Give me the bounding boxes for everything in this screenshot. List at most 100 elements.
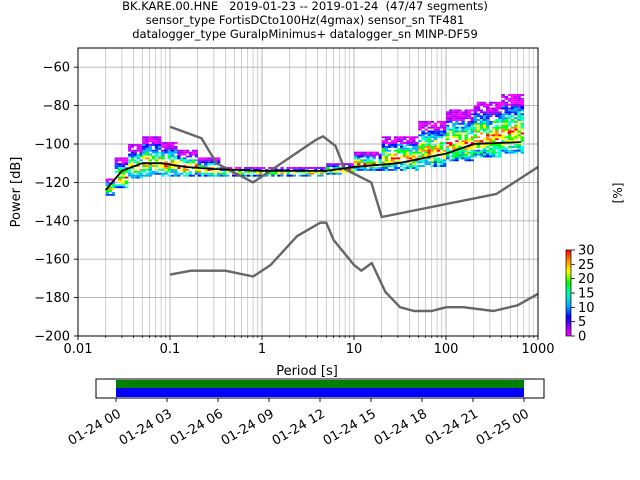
density-cell — [510, 136, 515, 139]
density-cell — [473, 115, 478, 118]
density-cell — [510, 115, 515, 118]
density-cell — [354, 155, 358, 158]
density-cell — [461, 130, 465, 133]
density-cell — [384, 145, 389, 148]
density-cell — [326, 163, 330, 166]
density-cell — [517, 147, 521, 150]
density-cell — [492, 140, 496, 143]
density-cell — [161, 151, 165, 154]
density-cell — [161, 155, 165, 158]
density-cell — [476, 105, 481, 108]
density-cell — [514, 99, 518, 102]
density-cell — [501, 101, 505, 104]
density-cell — [436, 149, 441, 152]
density-cell — [344, 163, 349, 166]
density-cell — [142, 151, 146, 154]
density-cell — [354, 167, 358, 169]
density-cell — [130, 163, 135, 166]
density-cell — [213, 167, 218, 169]
density-cell — [446, 113, 450, 116]
density-cell — [170, 170, 175, 173]
density-cell — [427, 134, 431, 137]
density-cell — [418, 165, 422, 168]
density-cell — [390, 168, 395, 171]
density-cell — [495, 132, 499, 135]
density-cell — [151, 144, 156, 146]
density-cell — [145, 144, 149, 146]
density-cell — [204, 172, 208, 175]
density-cell — [151, 142, 156, 144]
density-cell — [504, 109, 509, 112]
density-cell — [238, 167, 242, 169]
density-cell — [424, 136, 428, 139]
density-cell — [136, 149, 140, 152]
density-cell — [427, 149, 431, 152]
density-cell — [387, 159, 392, 162]
density-cell — [517, 124, 521, 127]
density-cell — [145, 145, 149, 148]
colorbar-tick-label: 15 — [578, 287, 595, 302]
density-cell — [495, 144, 499, 146]
density-cell — [458, 136, 462, 139]
density-cell — [136, 161, 140, 164]
density-cell — [117, 180, 122, 183]
density-cell — [400, 163, 404, 166]
density-cell — [136, 174, 140, 177]
density-cell — [360, 159, 364, 162]
density-cell — [223, 174, 227, 177]
density-cell — [507, 122, 512, 125]
density-cell — [461, 157, 465, 160]
density-cell — [467, 120, 471, 123]
density-cell — [121, 186, 125, 189]
density-cell — [369, 153, 373, 156]
density-cell — [479, 101, 484, 104]
density-cell — [121, 157, 125, 160]
density-cell — [470, 109, 474, 112]
density-cell — [495, 138, 499, 141]
density-cell — [455, 136, 459, 139]
density-cell — [507, 115, 512, 118]
density-cell — [517, 144, 521, 146]
density-cell — [194, 159, 198, 162]
density-cell — [504, 126, 509, 129]
density-cell — [409, 155, 413, 158]
y-tick-label: −100 — [34, 138, 70, 153]
density-cell — [170, 161, 175, 164]
density-cell — [436, 130, 441, 133]
density-cell — [455, 145, 459, 148]
density-cell — [170, 147, 175, 150]
density-cell — [216, 170, 221, 173]
density-cell — [167, 157, 172, 160]
density-cell — [381, 165, 386, 168]
density-cell — [514, 130, 518, 133]
density-cell — [384, 155, 389, 158]
density-cell — [381, 153, 386, 156]
title-line-1: BK.KARE.00.HNE 2019-01-23 -- 2019-01-24 … — [122, 0, 488, 13]
density-cell — [139, 144, 143, 146]
density-cell — [486, 105, 490, 108]
density-cell — [164, 165, 168, 168]
density-cell — [298, 170, 303, 173]
plot-frame — [77, 47, 539, 337]
density-cell — [124, 167, 129, 169]
density-cell — [139, 176, 143, 179]
density-cell — [510, 149, 515, 152]
density-cell — [482, 117, 487, 120]
density-cell — [436, 165, 441, 168]
density-cell — [461, 126, 465, 129]
density-cell — [504, 136, 509, 139]
y-tick-label: −60 — [43, 61, 70, 76]
density-cell — [482, 138, 487, 141]
density-cell — [363, 151, 367, 154]
density-cell — [114, 163, 119, 166]
density-cell — [486, 155, 490, 158]
density-cell — [207, 161, 211, 164]
density-cell — [148, 140, 152, 143]
density-cell — [216, 174, 221, 177]
density-cell — [378, 167, 382, 169]
density-cell — [470, 117, 474, 120]
density-cell — [489, 107, 493, 110]
density-cell — [436, 132, 441, 135]
density-cell — [467, 122, 471, 125]
density-cell — [446, 136, 450, 139]
